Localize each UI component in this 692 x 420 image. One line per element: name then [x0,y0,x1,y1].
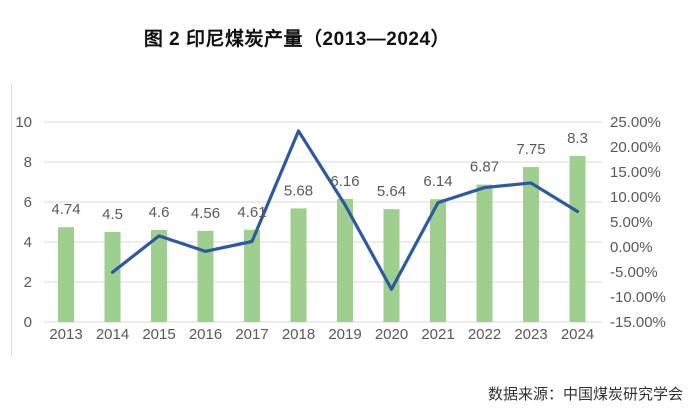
bar-value-label: 6.16 [330,173,359,190]
bar-value-label: 6.14 [423,173,452,190]
bar-value-label: 8.3 [567,130,588,147]
x-axis-year-label: 2021 [421,326,454,343]
right-axis-tick-label: -15.00% [610,314,666,331]
right-axis-tick-label: 10.00% [610,189,661,206]
bar-2022 [476,184,493,322]
left-axis-tick-label: 2 [24,274,32,291]
bar-2024 [569,156,586,322]
x-axis-year-label: 2014 [96,326,129,343]
bar-value-label: 4.5 [102,206,123,223]
data-source-note: 数据来源：中国煤炭研究学会 [487,386,683,403]
bar-2023 [523,167,539,322]
bar-2018 [290,208,307,322]
bar-value-label: 4.61 [237,204,266,221]
left-axis-tick-label: 0 [24,314,32,331]
bar-2019 [337,198,353,322]
right-axis-tick-label: 25.00% [610,114,661,131]
left-axis-tick-label: 8 [24,154,32,171]
bar-2020 [383,209,400,322]
bar-value-label: 4.6 [149,204,170,221]
right-axis-tick-label: 15.00% [610,164,661,181]
x-axis-year-label: 2018 [282,326,315,343]
left-axis-tick-label: 4 [24,234,32,251]
x-axis-year-label: 2015 [142,326,175,343]
x-axis-year-label: 2013 [49,326,82,343]
bar-value-label: 5.68 [284,182,313,199]
bar-2017 [244,229,260,322]
left-axis-tick-label: 10 [15,114,32,131]
bar-value-label: 6.87 [470,159,499,176]
right-axis-tick-label: -10.00% [610,289,666,306]
bar-2016 [197,230,214,322]
x-axis-year-label: 2017 [235,326,268,343]
chart-title: 图 2 印尼煤炭产量（2013—2024） [143,29,451,50]
bar-2021 [430,199,446,322]
bar-value-label: 4.56 [191,205,220,222]
bar-2015 [151,230,167,322]
x-axis-year-label: 2019 [328,326,361,343]
bar-value-label: 5.64 [377,183,406,200]
bar-value-label: 7.75 [516,141,545,158]
bar-2013 [58,227,74,322]
x-axis-year-label: 2023 [514,326,547,343]
bar-2014 [104,232,121,322]
x-axis-year-label: 2016 [189,326,222,343]
growth-line [110,129,580,291]
right-axis-tick-label: 5.00% [610,214,653,231]
right-axis-tick-label: -5.00% [610,264,658,281]
right-axis-tick-label: 20.00% [610,139,661,156]
bar-value-label: 4.74 [51,201,80,218]
left-axis-tick-label: 6 [24,194,32,211]
right-axis-tick-label: 0.00% [610,239,653,256]
x-axis-year-label: 2022 [468,326,501,343]
x-axis-year-label: 2024 [561,326,594,343]
x-axis-year-label: 2020 [375,326,408,343]
